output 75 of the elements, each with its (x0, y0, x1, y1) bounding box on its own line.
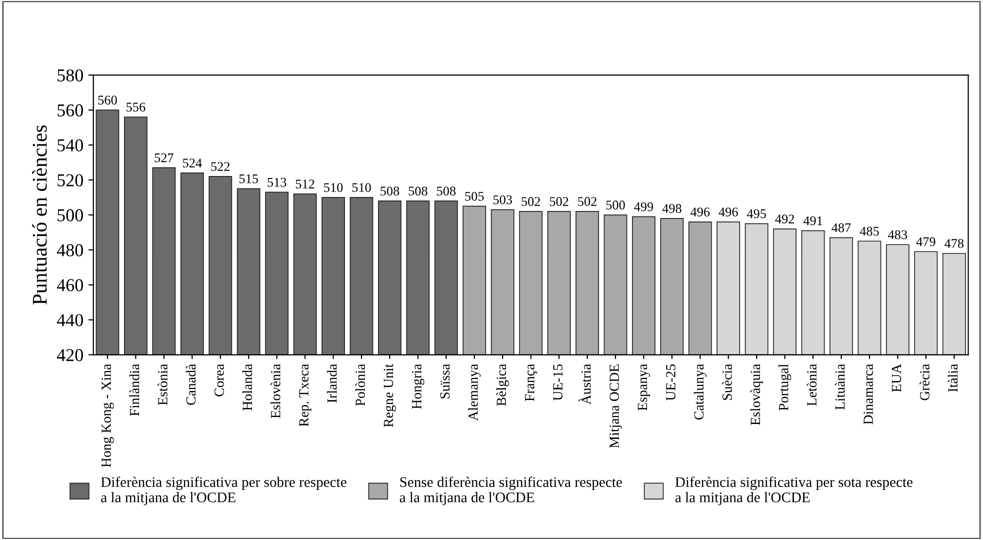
x-tick-label: Dinamarca (864, 364, 873, 424)
y-tick-label: 520 (58, 174, 83, 186)
data-label: 560 (98, 96, 117, 105)
x-tick-label: França (525, 364, 538, 402)
y-tick-label: 500 (58, 209, 83, 222)
data-label: 522 (211, 162, 230, 171)
x-tick-label: Itàlia (948, 364, 958, 392)
data-label: 496 (718, 208, 738, 216)
data-label: 495 (746, 209, 766, 218)
data-label: 491 (803, 216, 822, 226)
x-tick-label: UE-25 (666, 364, 676, 401)
x-tick-label: Irlanda (326, 364, 337, 403)
x-tick-label: Polònia (355, 364, 365, 406)
data-label: 502 (578, 197, 596, 206)
x-tick-label: Catalunya (694, 364, 706, 420)
data-label: 487 (832, 223, 851, 232)
y-tick-label: 420 (56, 349, 83, 362)
x-tick-label: Corea (214, 364, 224, 396)
data-label: 508 (380, 186, 400, 196)
data-label: 515 (239, 174, 258, 184)
data-label: 485 (860, 226, 879, 236)
x-tick-label: EUA (892, 364, 902, 392)
x-tick-label: Bèlgica (496, 364, 509, 406)
x-tick-label: Lituània (834, 364, 845, 410)
y-tick-label: 440 (56, 314, 83, 326)
y-tick-label: 560 (58, 104, 83, 116)
data-label: 483 (888, 230, 908, 240)
data-label: 508 (408, 186, 428, 196)
data-label: 479 (916, 237, 936, 246)
x-tick-label: Mitjana OCDE (610, 364, 622, 448)
data-label: 496 (690, 208, 710, 216)
x-tick-label: Suècia (722, 364, 732, 400)
x-tick-label: Regne Unit (384, 364, 396, 428)
data-label: 513 (268, 178, 286, 187)
data-label: 527 (154, 153, 174, 162)
x-tick-label: Grècia (920, 364, 930, 400)
data-label: 500 (606, 200, 625, 210)
legend-label: Diferència significativa per sota respecte a la mitjana de l'OCDE (675, 476, 912, 506)
x-tick-label: Eslovènia (270, 364, 280, 418)
x-tick-label: UE-15 (553, 364, 563, 401)
y-tick-label: 580 (58, 69, 83, 82)
x-tick-label: Alemanya (468, 364, 481, 421)
data-label: 505 (465, 192, 484, 201)
x-tick-label: Estònia (158, 364, 168, 406)
y-tick-label: 540 (58, 139, 83, 152)
data-label: 556 (126, 102, 146, 112)
x-tick-label: Finlàndia (129, 364, 140, 416)
x-tick-label: Rep. Txeca (299, 364, 312, 426)
x-tick-label: Canadà (186, 364, 196, 405)
y-axis-title: Puntuació en ciències (32, 125, 47, 305)
legend-label: Sense diferència significativa respecte a la mitjana de l'OCDE (400, 476, 622, 506)
data-label: 524 (183, 158, 202, 168)
x-tick-label: Hongria (412, 364, 424, 409)
x-tick-label: Hong Kong - Xina (102, 364, 114, 468)
data-label: 510 (352, 183, 371, 192)
data-label: 498 (662, 204, 682, 213)
data-label: 492 (775, 214, 794, 224)
data-label: 503 (493, 195, 512, 204)
x-tick-label: Eslovàquia (750, 364, 763, 426)
x-tick-label: Holanda (242, 364, 252, 410)
data-label: 510 (324, 183, 343, 192)
data-label: 508 (437, 186, 456, 196)
data-label: 502 (522, 197, 540, 206)
x-tick-label: Portugal (778, 364, 792, 410)
x-tick-label: Àustria (578, 364, 591, 405)
x-tick-label: Suïssa (440, 364, 450, 398)
legend-label: Diferència significativa per sobre respecte a la mitjana de l'OCDE (101, 476, 346, 506)
data-label: 512 (296, 180, 314, 188)
data-label: 478 (944, 239, 964, 248)
x-tick-label: Letònia (806, 364, 817, 406)
y-tick-label: 460 (56, 279, 83, 292)
data-label: 502 (550, 197, 568, 206)
x-tick-label: Espanya (638, 364, 650, 410)
data-label: 499 (634, 202, 654, 212)
y-tick-label: 480 (56, 244, 83, 256)
